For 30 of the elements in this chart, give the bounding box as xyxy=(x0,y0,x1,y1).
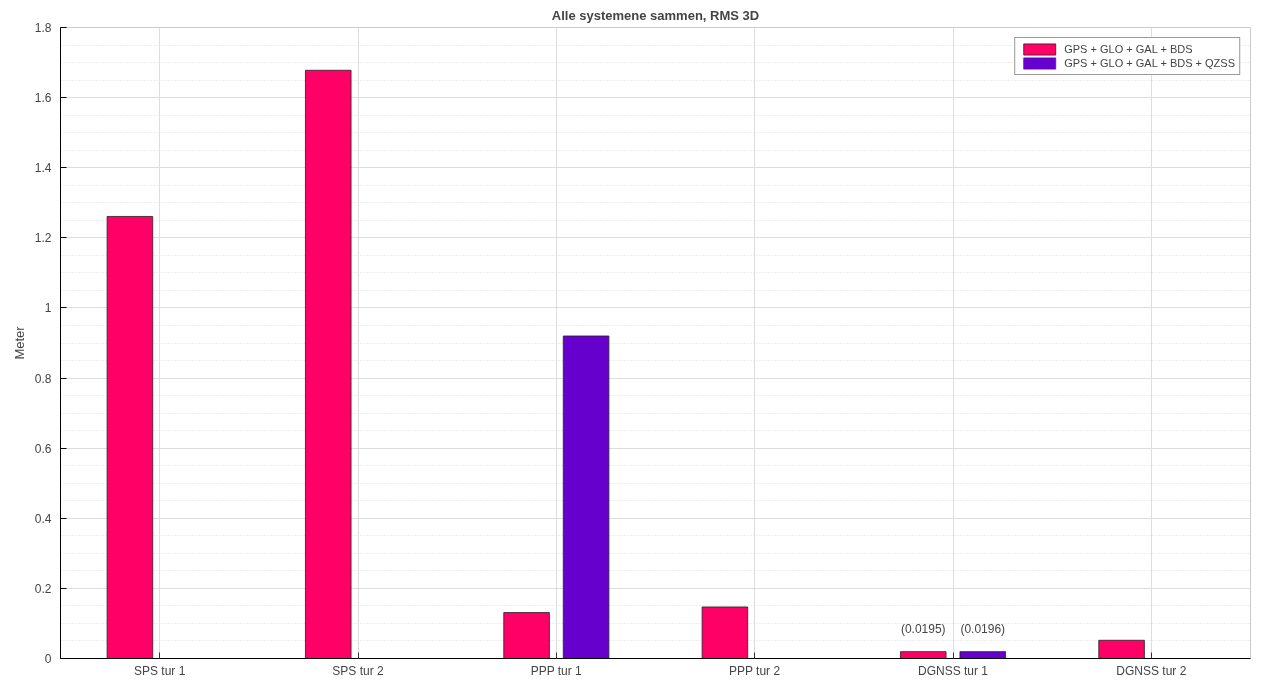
y-axis-title: Meter xyxy=(11,325,27,360)
bar xyxy=(701,606,749,659)
bar xyxy=(562,335,610,659)
chart-title: Alle systemene sammen, RMS 3D xyxy=(551,7,760,23)
bar xyxy=(1098,639,1145,659)
x-tick-label: PPP tur 1 xyxy=(530,663,583,678)
data-label: (0.0195) xyxy=(900,621,946,636)
bar xyxy=(503,612,550,659)
y-tick-label: 0.4 xyxy=(34,511,52,526)
y-tick-label: 1.4 xyxy=(34,161,52,176)
x-tick-label: SPS tur 2 xyxy=(332,663,384,678)
bar xyxy=(305,69,352,659)
x-tick-label: SPS tur 1 xyxy=(133,663,186,678)
data-label: (0.0196) xyxy=(960,621,1006,636)
y-tick-label: 0 xyxy=(44,652,52,666)
x-tick-label: DGNSS tur 1 xyxy=(917,663,989,678)
y-tick-label: 1.2 xyxy=(34,231,52,246)
y-tick-label: 0.8 xyxy=(34,371,52,386)
y-tick-label: 0.2 xyxy=(34,581,52,596)
y-tick-label: 1.6 xyxy=(34,91,52,106)
legend-label: GPS + GLO + GAL + BDS + QZSS xyxy=(1064,56,1235,70)
x-tick-label: DGNSS tur 2 xyxy=(1116,663,1187,678)
y-tick-label: 1 xyxy=(44,301,52,316)
x-tick-label: PPP tur 2 xyxy=(728,663,781,678)
y-tick-label: 1.8 xyxy=(34,21,52,35)
y-tick-label: 0.6 xyxy=(34,441,52,456)
bar xyxy=(959,651,1006,659)
bar xyxy=(106,216,154,659)
bar xyxy=(900,651,947,659)
legend-label: GPS + GLO + GAL + BDS xyxy=(1064,42,1193,56)
